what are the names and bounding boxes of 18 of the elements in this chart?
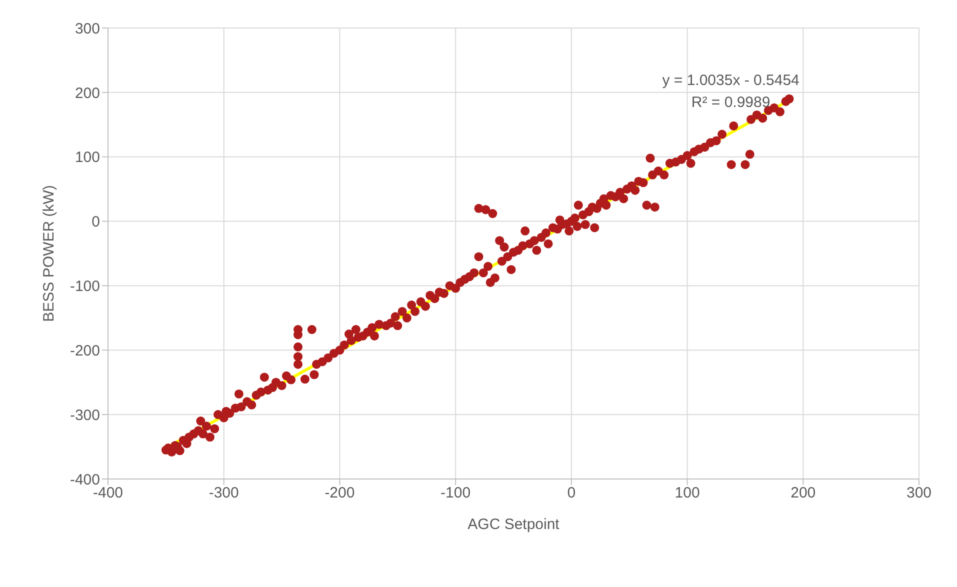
x-tick-label: -200: [324, 484, 355, 502]
annotation: y = 1.0035x - 0.5454: [661, 71, 800, 91]
x-tick-label: 100: [674, 484, 700, 502]
x-tick-label: 300: [906, 484, 932, 502]
x-axis-title: AGC Setpoint: [468, 516, 560, 533]
y-tick-label: 100: [74, 149, 100, 166]
y-tick-label: 300: [74, 20, 100, 38]
y-tick-label: 0: [92, 214, 100, 231]
y-tick-label: 200: [74, 84, 100, 102]
y-tick-label: -100: [70, 278, 100, 296]
y-tick-label: -300: [70, 406, 100, 424]
annotation: R² = 0.9989: [690, 93, 772, 113]
x-tick-label: 0: [567, 484, 576, 502]
y-tick-label: -200: [70, 342, 100, 360]
y-axis-title: BESS POWER (kW): [40, 185, 58, 322]
x-tick-label: 200: [790, 484, 816, 502]
x-tick-label: -100: [440, 484, 471, 502]
x-tick-label: -300: [208, 484, 239, 502]
